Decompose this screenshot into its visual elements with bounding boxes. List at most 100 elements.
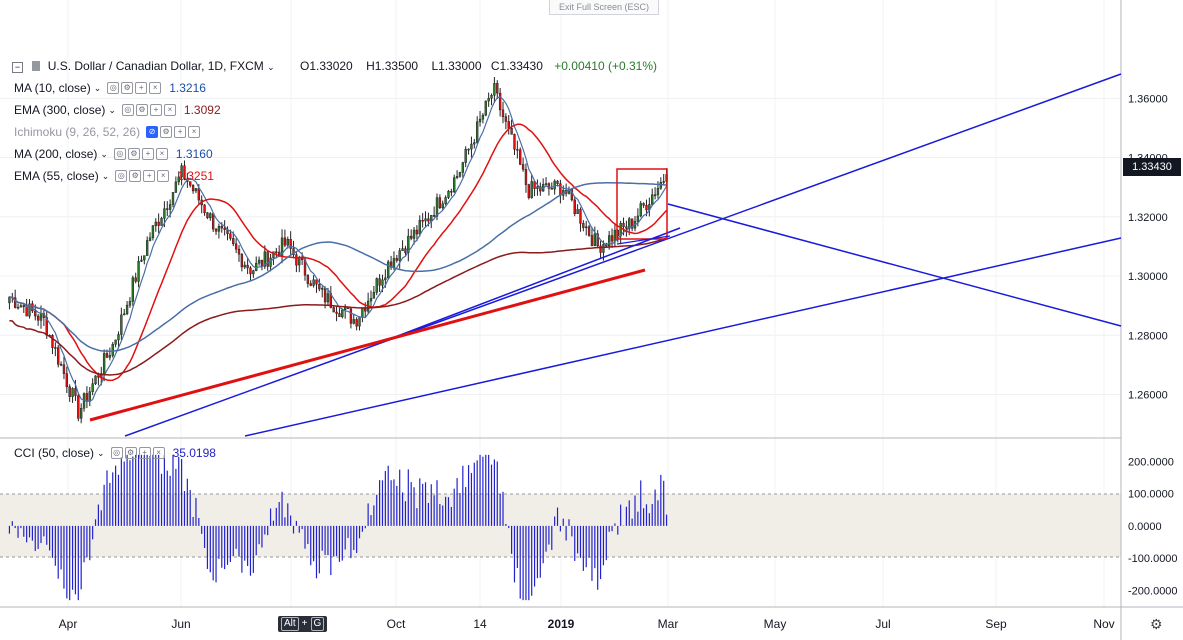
candle-body bbox=[105, 353, 109, 358]
candle-body bbox=[544, 183, 548, 185]
time-tick-label: Jul bbox=[875, 617, 890, 631]
chevron-down-icon[interactable]: ⌄ bbox=[108, 104, 116, 115]
blue-wedge-line bbox=[616, 235, 671, 245]
candle-body bbox=[513, 134, 516, 150]
candle-body bbox=[31, 303, 34, 312]
candle-body bbox=[197, 188, 201, 201]
blue-trendline-lower bbox=[244, 237, 1122, 437]
eye-icon: ◎ bbox=[115, 170, 128, 182]
candle-body bbox=[613, 229, 617, 242]
candle-body bbox=[441, 203, 444, 208]
indicator-label[interactable]: CCI (50, close) bbox=[14, 446, 95, 460]
close-icon: × bbox=[152, 447, 165, 459]
candle-body bbox=[516, 149, 519, 151]
price-tick-label: 1.30000 bbox=[1128, 271, 1168, 283]
candle-body bbox=[341, 309, 344, 318]
candle-body bbox=[34, 310, 37, 317]
candle-body bbox=[234, 243, 238, 250]
indicator-label[interactable]: MA (200, close) bbox=[14, 147, 98, 161]
candle-body bbox=[257, 259, 261, 264]
candle-body bbox=[137, 261, 140, 282]
candle-body bbox=[177, 176, 180, 183]
candle-body bbox=[326, 293, 330, 303]
candle-body bbox=[171, 192, 175, 205]
indicator-row-ema55[interactable]: EMA (55, close) ⌄ ◎ ⚙ + × 1.3251 bbox=[14, 169, 214, 183]
candle-body bbox=[148, 237, 152, 241]
trendline-drawings[interactable] bbox=[89, 73, 1122, 437]
ma-200-line bbox=[9, 182, 667, 353]
symbol-title[interactable]: U.S. Dollar / Canadian Dollar, 1D, FXCM bbox=[47, 59, 264, 73]
indicator-row-ema300[interactable]: EMA (300, close) ⌄ ◎ ⚙ + × 1.3092 bbox=[14, 103, 221, 117]
indicator-controls[interactable]: ◎ ⚙ + × bbox=[113, 148, 168, 160]
candle-body bbox=[16, 306, 20, 309]
candle-body bbox=[145, 240, 149, 256]
blue-trendline-upper bbox=[124, 73, 1122, 437]
indicator-row-ma10[interactable]: MA (10, close) ⌄ ◎ ⚙ + × 1.3216 bbox=[14, 81, 206, 95]
indicator-label[interactable]: EMA (300, close) bbox=[14, 103, 106, 117]
indicator-value: 1.3160 bbox=[175, 147, 213, 161]
gear-icon[interactable]: ⚙ bbox=[1150, 616, 1163, 632]
cci-tick-label: 0.0000 bbox=[1128, 521, 1162, 533]
time-tick-label: Sep bbox=[985, 617, 1007, 631]
price-tick-label: 1.32000 bbox=[1128, 212, 1168, 224]
indicator-controls[interactable]: ◎ ⚙ + × bbox=[121, 104, 176, 116]
candle-body bbox=[524, 169, 528, 185]
gear-icon: ⚙ bbox=[121, 82, 134, 94]
candle-body bbox=[478, 118, 482, 123]
symbol-header[interactable]: − U.S. Dollar / Canadian Dollar, 1D, FXC… bbox=[12, 59, 657, 73]
candle-body bbox=[421, 220, 424, 222]
candle-body bbox=[361, 308, 364, 318]
gear-icon: ⚙ bbox=[160, 126, 173, 138]
ohlc-high: H1.33500 bbox=[366, 59, 419, 73]
cci-tick-label: 200.0000 bbox=[1128, 456, 1174, 468]
chevron-down-icon[interactable]: ⌄ bbox=[97, 447, 105, 458]
candle-body bbox=[349, 308, 353, 324]
indicator-controls[interactable]: ◎ ⚙ + × bbox=[115, 170, 170, 182]
chevron-down-icon[interactable]: ⌄ bbox=[100, 148, 108, 159]
candle-body bbox=[415, 229, 419, 235]
indicator-row-ma200[interactable]: MA (200, close) ⌄ ◎ ⚙ + × 1.3160 bbox=[14, 147, 213, 161]
indicator-label[interactable]: MA (10, close) bbox=[14, 81, 91, 95]
candle-body bbox=[519, 149, 522, 165]
candle-body bbox=[487, 97, 490, 102]
indicator-controls[interactable]: ◎ ⚙ + × bbox=[110, 447, 165, 459]
candle-body bbox=[481, 114, 485, 120]
gear-icon: ⚙ bbox=[124, 447, 137, 459]
candle-body bbox=[364, 308, 367, 312]
candle-body bbox=[381, 279, 384, 286]
candle-body bbox=[455, 176, 459, 178]
gear-icon: ⚙ bbox=[135, 104, 148, 116]
candle-body bbox=[39, 313, 43, 321]
candle-body bbox=[593, 233, 597, 246]
candle-body bbox=[401, 248, 404, 251]
candle-body bbox=[636, 215, 640, 222]
time-tick-label: Apr bbox=[59, 617, 78, 631]
close-icon: × bbox=[155, 148, 168, 160]
candle-body bbox=[22, 305, 25, 307]
candle-body bbox=[596, 233, 599, 247]
indicator-label[interactable]: Ichimoku (9, 26, 52, 26) bbox=[14, 125, 141, 139]
chevron-down-icon[interactable]: ⌄ bbox=[93, 82, 102, 93]
cci-band bbox=[0, 494, 1121, 557]
candle-body bbox=[117, 334, 120, 341]
candle-body bbox=[504, 116, 508, 122]
cci-legend[interactable]: CCI (50, close) ⌄ ◎ ⚙ + × 35.0198 bbox=[14, 446, 216, 460]
indicator-controls[interactable]: ◎ ⚙ + × bbox=[107, 82, 162, 94]
candle-body bbox=[309, 283, 312, 286]
exit-fullscreen-button[interactable]: Exit Full Screen (ESC) bbox=[549, 0, 659, 15]
candle-body bbox=[498, 92, 502, 111]
collapse-icon[interactable]: − bbox=[12, 62, 23, 73]
candle-body bbox=[387, 261, 390, 279]
indicator-controls[interactable]: ⊘ ⚙ + × bbox=[146, 126, 201, 138]
chevron-down-icon[interactable]: ⌄ bbox=[101, 170, 110, 181]
indicator-row-ichimoku[interactable]: Ichimoku (9, 26, 52, 26) ⊘ ⚙ + × bbox=[14, 125, 206, 139]
chevron-down-icon[interactable]: ⌄ bbox=[267, 62, 275, 72]
candle-body bbox=[174, 181, 178, 193]
cci-tick-label: 100.0000 bbox=[1128, 489, 1174, 501]
indicator-label[interactable]: EMA (55, close) bbox=[14, 169, 99, 183]
candle-body bbox=[392, 258, 396, 268]
time-tick-label: May bbox=[764, 617, 787, 631]
candle-body bbox=[263, 251, 267, 267]
candle-body bbox=[57, 347, 60, 365]
